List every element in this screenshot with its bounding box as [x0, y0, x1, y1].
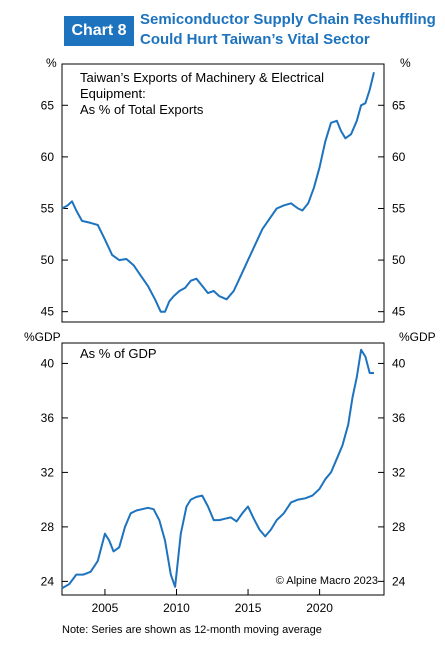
y-tick-label-right: 50 — [392, 253, 406, 267]
y-tick-label-left: 45 — [41, 305, 55, 319]
panel-2-frame — [61, 342, 385, 596]
chart-note: Note: Series are shown as 12-month movin… — [62, 624, 322, 636]
panel-1-annotation-line: Equipment: — [80, 86, 146, 101]
y-tick-label-left: 55 — [41, 201, 55, 215]
y-tick-label-left: 50 — [41, 253, 55, 267]
y-tick-label-left: 24 — [41, 574, 55, 588]
panel-1-series-line — [61, 72, 375, 313]
y-tick-label-right: 32 — [392, 465, 406, 479]
panel-2-annotation-line: As % of GDP — [80, 346, 157, 361]
chart-title: Semiconductor Supply Chain Reshuffling C… — [140, 10, 445, 50]
y-unit-label-right: %GDP — [399, 330, 436, 344]
y-tick-label-left: 65 — [41, 98, 55, 112]
y-tick-label-left: 60 — [41, 150, 55, 164]
y-tick-label-right: 60 — [392, 150, 406, 164]
panel-1-frame — [61, 63, 385, 323]
y-tick-label-left: 40 — [41, 356, 55, 370]
y-tick-label-right: 40 — [392, 356, 406, 370]
panel-2-series-line — [61, 348, 374, 590]
y-tick-label-right: 24 — [392, 574, 406, 588]
y-unit-label-right: % — [400, 56, 411, 70]
x-tick-label: 2015 — [235, 601, 262, 615]
chart-header: Chart 8 Semiconductor Supply Chain Reshu… — [0, 0, 445, 60]
x-tick-label: 2020 — [306, 601, 333, 615]
y-tick-label-left: 28 — [41, 520, 55, 534]
chart-number-badge: Chart 8 — [64, 16, 134, 46]
panel-1-annotation-line: Taiwan’s Exports of Machinery & Electric… — [80, 70, 324, 85]
y-tick-label-right: 65 — [392, 98, 406, 112]
y-tick-label-left: 36 — [41, 411, 55, 425]
y-tick-label-right: 45 — [392, 305, 406, 319]
y-unit-label-left: %GDP — [24, 330, 61, 344]
y-unit-label-left: % — [46, 56, 57, 70]
copyright-label: © Alpine Macro 2023 — [276, 575, 378, 587]
panel-1-annotation-line: As % of Total Exports — [80, 102, 204, 117]
x-tick-label: 2010 — [163, 601, 190, 615]
y-tick-label-right: 28 — [392, 520, 406, 534]
y-tick-label-left: 32 — [41, 465, 55, 479]
y-tick-label-right: 55 — [392, 201, 406, 215]
chart-title-line-2: Could Hurt Taiwan’s Vital Sector — [140, 31, 370, 48]
x-tick-label: 2005 — [92, 601, 119, 615]
chart-title-line-1: Semiconductor Supply Chain Reshuffling — [140, 11, 436, 28]
y-tick-label-right: 36 — [392, 411, 406, 425]
